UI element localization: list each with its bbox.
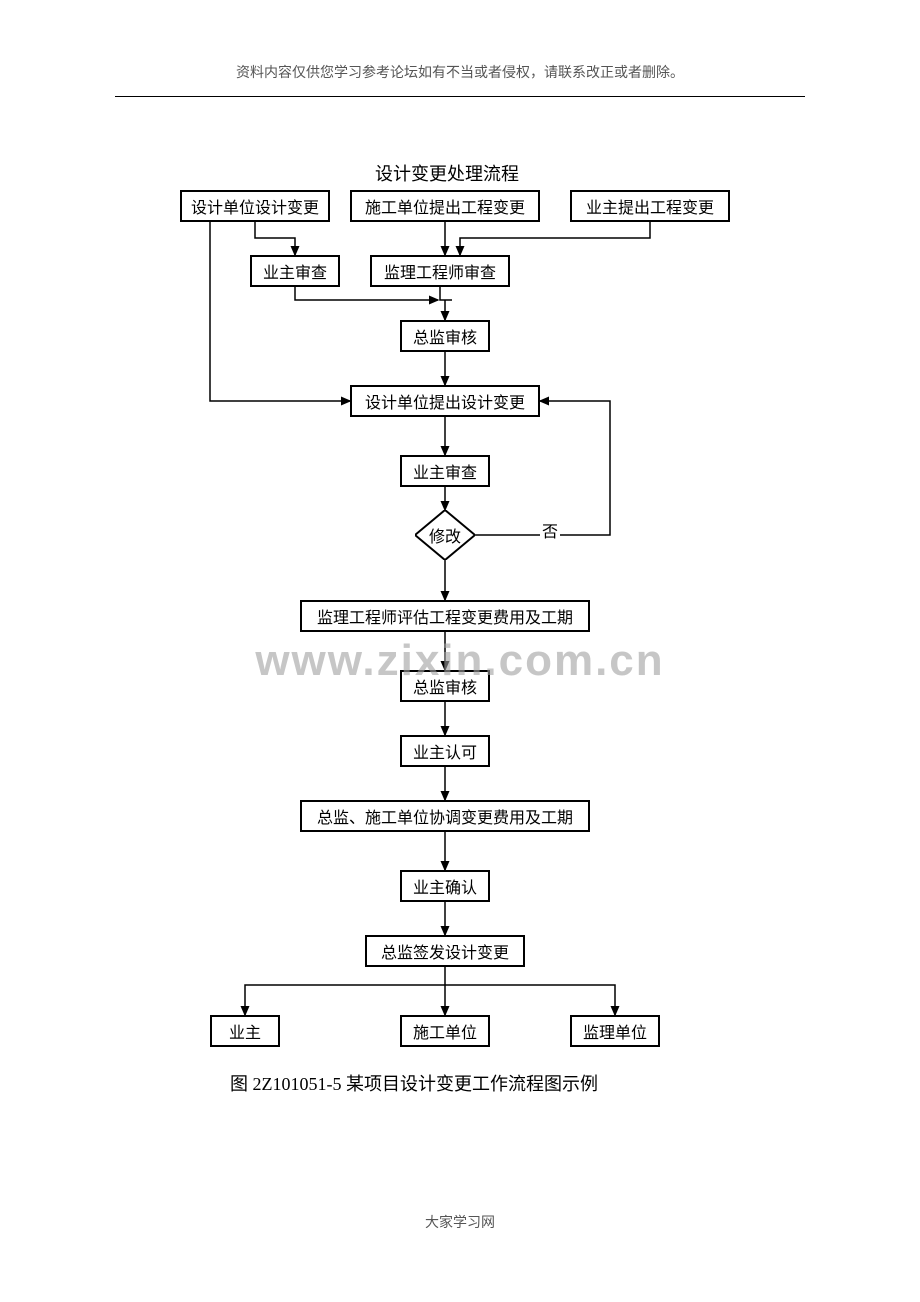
flowchart-node: 监理单位 — [570, 1015, 660, 1047]
flowchart-node: 总监审核 — [400, 320, 490, 352]
page-header-note: 资料内容仅供您学习参考论坛如有不当或者侵权，请联系改正或者删除。 — [0, 62, 920, 82]
page-footer: 大家学习网 — [0, 1212, 920, 1232]
flowchart-node: 施工单位 — [400, 1015, 490, 1047]
flowchart-node: 总监、施工单位协调变更费用及工期 — [300, 800, 590, 832]
flowchart-node: 业主确认 — [400, 870, 490, 902]
flowchart-node: 设计单位设计变更 — [180, 190, 330, 222]
flowchart-node: 业主 — [210, 1015, 280, 1047]
flowchart-decision: 修改 — [415, 510, 475, 560]
flowchart-caption: 图 2Z101051-5 某项目设计变更工作流程图示例 — [230, 1070, 598, 1096]
flowchart-node: 施工单位提出工程变更 — [350, 190, 540, 222]
header-rule — [115, 96, 805, 97]
flowchart-node: 业主认可 — [400, 735, 490, 767]
flowchart-node: 业主提出工程变更 — [570, 190, 730, 222]
flowchart-node: 设计单位提出设计变更 — [350, 385, 540, 417]
flowchart-node: 监理工程师评估工程变更费用及工期 — [300, 600, 590, 632]
flowchart-edges — [150, 160, 770, 1110]
flowchart-node: 业主审查 — [400, 455, 490, 487]
flowchart-title: 设计变更处理流程 — [375, 160, 519, 186]
flowchart-node: 监理工程师审查 — [370, 255, 510, 287]
flowchart-node: 总监审核 — [400, 670, 490, 702]
flowchart-node: 总监签发设计变更 — [365, 935, 525, 967]
flowchart: 设计变更处理流程 设计单位设计变更施工单位提出工程变更业主提出工程变更业主审查监… — [150, 160, 770, 1110]
edge-label: 否 — [540, 518, 560, 542]
flowchart-node: 业主审查 — [250, 255, 340, 287]
